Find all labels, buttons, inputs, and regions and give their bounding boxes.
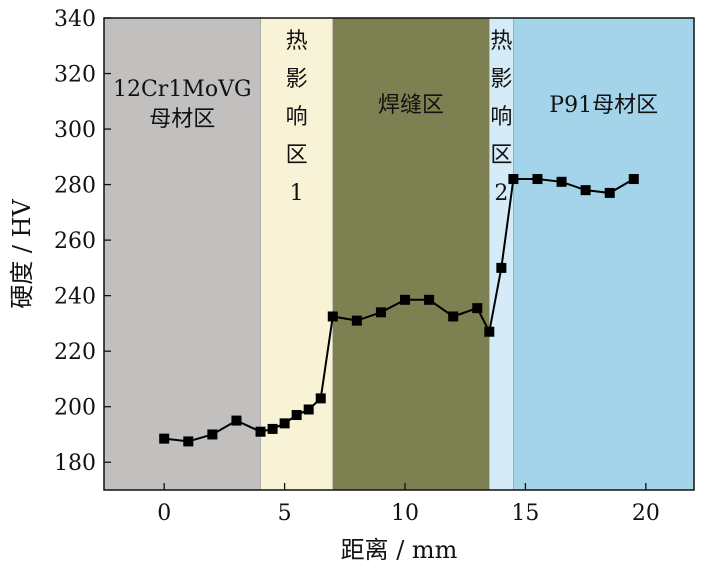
x-tick-label: 10 — [391, 501, 419, 526]
region-band — [332, 17, 490, 491]
y-tick-label: 300 — [54, 118, 96, 143]
data-point — [448, 311, 459, 322]
data-point — [604, 187, 615, 198]
region-label: 热 — [490, 29, 512, 54]
y-tick-label: 260 — [54, 229, 96, 254]
data-point — [291, 410, 302, 421]
y-axis-label: 硬度 / HV — [8, 199, 36, 309]
data-point — [315, 393, 326, 404]
region-label: 2 — [494, 181, 508, 206]
y-tick-label: 340 — [54, 7, 96, 32]
data-point — [628, 174, 639, 185]
data-point — [532, 174, 543, 185]
data-point — [424, 294, 435, 305]
region-label: P91母材区 — [549, 93, 658, 118]
data-point — [556, 176, 567, 187]
region-label: 区 — [286, 143, 308, 168]
y-tick-label: 240 — [54, 285, 96, 310]
data-point — [472, 303, 483, 314]
data-point — [580, 185, 591, 196]
data-point — [400, 294, 411, 305]
x-tick-label: 0 — [157, 501, 171, 526]
region-band — [103, 17, 261, 491]
region-label: 响 — [490, 105, 512, 130]
data-point — [508, 174, 519, 185]
series — [159, 174, 639, 447]
region-label: 响 — [286, 105, 308, 130]
x-axis-label: 距离 / mm — [341, 536, 458, 564]
region-label: 焊缝区 — [378, 93, 444, 118]
data-point — [183, 436, 194, 447]
plot-frame — [103, 17, 695, 491]
region-band — [513, 17, 695, 491]
data-point — [231, 415, 242, 426]
data-point — [267, 423, 278, 434]
region-label: 热 — [286, 29, 308, 54]
axes: 0 5 10 15 20 180 200 220 240 260 280 300 320 340 — [54, 7, 695, 526]
data-point — [159, 433, 170, 444]
data-point — [255, 426, 266, 437]
y-tick-label: 280 — [54, 174, 96, 199]
region-label: 12Cr1MoVG — [113, 77, 252, 102]
x-tick-label: 15 — [511, 501, 539, 526]
data-point — [303, 404, 314, 415]
region-label: 母材区 — [149, 107, 215, 132]
data-point — [207, 429, 218, 440]
data-point — [496, 262, 507, 273]
data-point — [375, 307, 386, 318]
region-label: 影 — [286, 67, 308, 92]
y-tick-label: 320 — [54, 63, 96, 88]
data-point — [484, 326, 495, 337]
data-point — [351, 315, 362, 326]
x-tick-label: 20 — [632, 501, 660, 526]
y-tick-label: 220 — [54, 340, 96, 365]
x-tick-label: 5 — [278, 501, 292, 526]
region-label: 影 — [490, 67, 512, 92]
y-tick-label: 200 — [54, 396, 96, 421]
data-point — [327, 311, 338, 322]
data-point — [279, 418, 290, 429]
region-label: 1 — [290, 181, 304, 206]
region-label: 区 — [490, 143, 512, 168]
y-tick-label: 180 — [54, 451, 96, 476]
